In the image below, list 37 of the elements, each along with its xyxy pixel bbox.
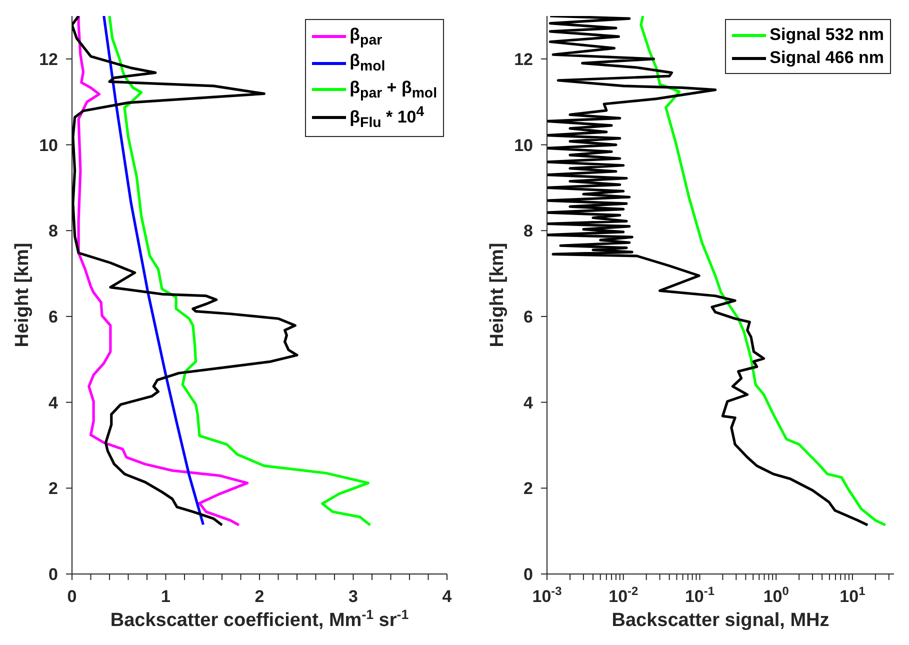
y-tick-label: 4 — [48, 393, 59, 412]
y-axis-title: Height [km] — [487, 242, 508, 348]
y-tick-label: 10 — [39, 136, 58, 155]
legend-label: β$_{par}$ — [350, 25, 382, 48]
x-tick-label: 4 — [442, 587, 452, 606]
legend-label: β$_{mol}$ — [350, 51, 386, 75]
y-tick-label: 8 — [524, 222, 533, 241]
y-tick-label: 0 — [524, 565, 533, 584]
x-tick-label: 2 — [254, 587, 264, 606]
line-series — [72, 16, 298, 526]
y-tick-label: 4 — [524, 393, 534, 412]
x-tick-label: 1 — [161, 587, 170, 606]
y-tick-label: 8 — [48, 222, 58, 241]
x-axis-title: Backscatter coefficient, Mm$^{-1}$ sr$^{-1}$ — [110, 606, 410, 631]
x-axis-title: Backscatter signal, MHz — [612, 610, 830, 631]
y-tick-label: 10 — [514, 136, 533, 155]
y-tick-label: 6 — [524, 307, 533, 326]
legend-label: β$_{Flu}$ * 10$^{4}$ — [350, 104, 424, 132]
y-axis-title: Height [km] — [12, 242, 33, 348]
y-tick-label: 2 — [524, 479, 533, 498]
legend-label: Signal 466 nm — [770, 48, 884, 68]
y-tick-label: 2 — [48, 479, 58, 498]
y-tick-label: 0 — [48, 565, 58, 584]
x-tick-label: 10$^{0}$ — [763, 584, 790, 606]
x-tick-label: 3 — [348, 587, 358, 606]
legend-label: β$_{par}$ + β$_{mol}$ — [350, 78, 437, 102]
y-tick-label: 12 — [39, 50, 58, 69]
x-tick-label: 10$^{-1}$ — [684, 584, 715, 606]
x-tick-label: 10$^{1}$ — [840, 584, 866, 606]
line-series — [77, 16, 249, 526]
x-tick-label: 10$^{-2}$ — [608, 584, 638, 606]
legend-label: Signal 532 nm — [770, 25, 884, 45]
y-tick-label: 12 — [514, 50, 533, 69]
line-series — [102, 16, 205, 526]
y-tick-label: 6 — [48, 307, 58, 326]
x-tick-label: 10$^{-3}$ — [532, 584, 562, 606]
x-tick-label: 0 — [67, 587, 77, 606]
